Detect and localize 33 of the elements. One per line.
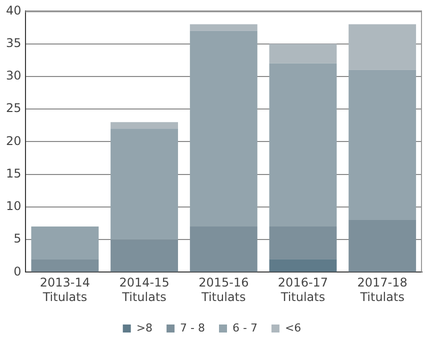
- bar: [110, 128, 178, 240]
- bar: [31, 259, 99, 272]
- bar: [31, 226, 99, 260]
- bar: [110, 240, 178, 272]
- x-tick-label: 2013-14 Titulats: [40, 276, 90, 304]
- bar: [110, 122, 178, 129]
- bar: [190, 30, 258, 227]
- y-tick-label: 20: [6, 134, 22, 148]
- y-tick-label: 10: [6, 199, 22, 214]
- bar: [190, 226, 258, 272]
- bar: [190, 24, 258, 31]
- bar: [269, 259, 337, 272]
- x-tick-label: 2014-15 Titulats: [119, 276, 170, 304]
- x-tick-label: 2016-17 Titulats: [278, 276, 328, 304]
- y-tick-label: 0: [14, 264, 22, 278]
- y-tick-label: 15: [6, 166, 22, 180]
- bar: [269, 63, 337, 227]
- legend-label: >8: [136, 321, 153, 334]
- bar: [348, 24, 416, 70]
- legend-label: 6 - 7: [232, 321, 258, 334]
- bar: [269, 44, 337, 64]
- legend-label: 7 - 8: [180, 321, 206, 334]
- y-tick-label: 30: [6, 68, 22, 83]
- legend-label: <6: [284, 321, 302, 334]
- bar: [269, 226, 337, 260]
- x-tick-label: 2015-16 Titulats: [198, 276, 249, 304]
- bar: [348, 70, 416, 220]
- y-tick-label: 35: [6, 36, 22, 50]
- y-tick-label: 25: [6, 101, 22, 116]
- bar: [348, 220, 416, 272]
- y-tick-label: 40: [6, 3, 22, 18]
- x-tick-label: 2017-18 Titulats: [357, 276, 408, 304]
- y-tick-label: 5: [14, 232, 22, 246]
